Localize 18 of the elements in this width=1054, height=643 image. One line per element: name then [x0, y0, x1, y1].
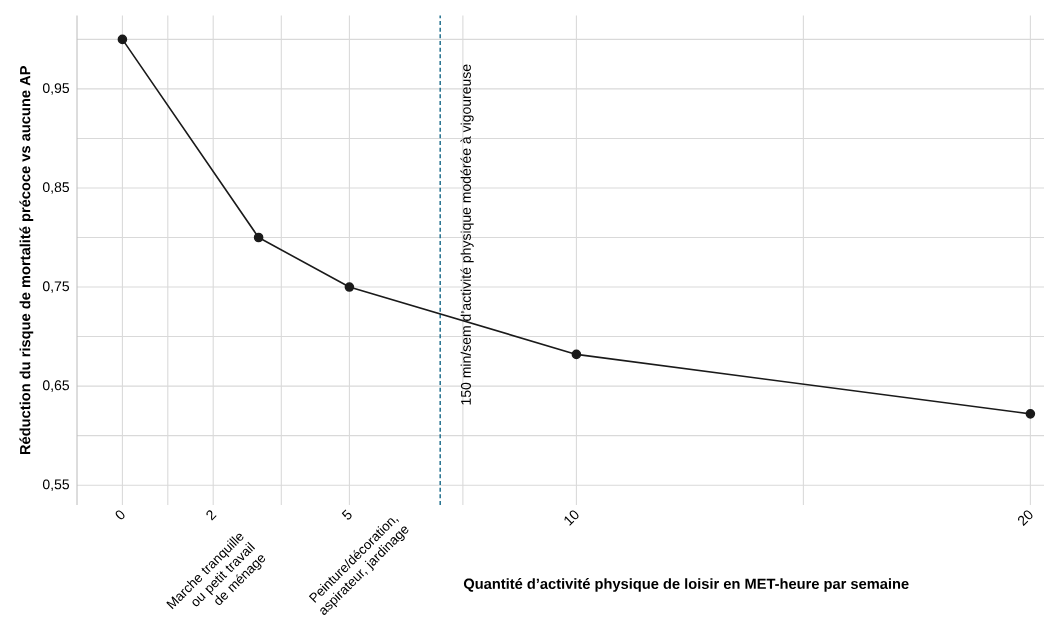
- x-tick-label: 20: [1018, 510, 1033, 527]
- y-axis-title: Réduction du risque de mortalité précoce vs aucune AP: [19, 66, 34, 455]
- y-tick-label: 0,55: [42, 479, 70, 491]
- y-tick-label: 0,75: [42, 281, 70, 293]
- ref-line-label: 150 min/sem d’activité physique modérée à vigoureuse: [460, 64, 474, 405]
- x-tick-label: 0: [115, 510, 125, 520]
- point: [571, 349, 582, 360]
- point: [1025, 409, 1036, 419]
- y-tick-label: 0,85: [42, 182, 70, 194]
- x-tick-label: 5: [341, 509, 352, 520]
- x-tick-label: 2: [206, 510, 217, 521]
- y-tick-label: 0,65: [42, 380, 70, 392]
- x-axis-title: Quantité d’activité physique de loisir en MET-heure par semaine: [463, 578, 909, 592]
- x-tick-label: 10: [564, 510, 579, 526]
- point: [344, 282, 355, 292]
- point: [253, 232, 264, 243]
- y-tick-label: 0,95: [42, 83, 70, 95]
- point: [117, 34, 128, 45]
